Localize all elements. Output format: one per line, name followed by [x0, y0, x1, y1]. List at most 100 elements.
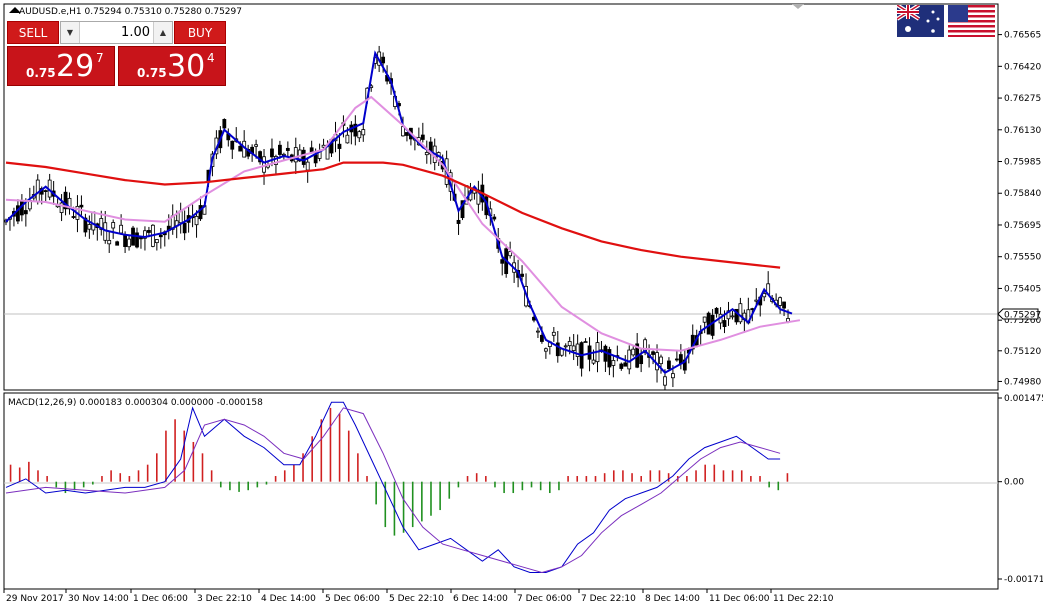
candle-body	[107, 239, 112, 245]
price-tick-label: 0.75260	[1004, 316, 1041, 326]
candle-body	[258, 151, 262, 163]
buy-price-prefix: 0.75	[137, 66, 167, 80]
candle-body	[575, 343, 580, 357]
candle-body	[508, 251, 513, 257]
candle-body	[651, 351, 655, 355]
time-tick-label: 11 Dec 06:00	[709, 594, 770, 604]
sell-price-button[interactable]: 0.75 29 7	[7, 46, 115, 86]
candle-body	[270, 148, 274, 158]
lot-increase-icon[interactable]: ▲	[153, 22, 172, 43]
lot-decrease-icon[interactable]: ▼	[61, 22, 80, 43]
candle-body	[135, 232, 139, 248]
candle-body	[353, 123, 358, 137]
candle-body	[99, 218, 104, 230]
ma-slow-line	[5, 161, 781, 269]
one-click-trading-panel: SELL ▼ 1.00 ▲ BUY 0.75 29 7 0.75 30 4	[7, 21, 226, 86]
candle-body	[730, 315, 735, 318]
candle-body	[591, 359, 596, 364]
price-tick-label: 0.75405	[1004, 284, 1041, 294]
candle-body	[115, 241, 120, 246]
candle-body	[571, 345, 576, 351]
candle-body	[543, 348, 548, 352]
price-tick-label: 0.75695	[1004, 221, 1041, 231]
candle-body	[500, 259, 505, 264]
australia-flag-icon	[897, 5, 944, 37]
candle-body	[540, 334, 544, 342]
macd-signal-line	[5, 407, 781, 574]
sell-price-prefix: 0.75	[26, 66, 56, 80]
lot-size-stepper[interactable]: ▼ 1.00 ▲	[60, 21, 173, 44]
buy-button[interactable]: BUY	[174, 21, 226, 44]
buy-price-fraction: 4	[207, 51, 215, 65]
time-tick-label: 30 Nov 14:00	[68, 594, 129, 604]
time-tick-label: 6 Dec 14:00	[453, 594, 508, 604]
candle-body	[361, 129, 366, 136]
candle-body	[456, 219, 461, 224]
candle-body	[734, 308, 739, 323]
time-tick-label: 8 Dec 14:00	[645, 594, 700, 604]
sell-price-pips: 29	[56, 49, 95, 84]
candle-body	[278, 144, 282, 155]
candle-body	[762, 293, 767, 298]
candle-body	[551, 331, 556, 336]
candle-body	[738, 303, 743, 323]
price-tick-label: 0.75840	[1004, 189, 1041, 199]
candle-body	[23, 210, 28, 215]
candle-body	[476, 189, 481, 205]
time-tick-label: 4 Dec 14:00	[261, 594, 316, 604]
candle-body	[301, 149, 306, 165]
buy-price-button[interactable]: 0.75 30 4	[118, 46, 226, 86]
shift-marker-icon[interactable]	[792, 4, 804, 9]
candle-body	[127, 238, 131, 248]
macd-tick-label: -0.001715	[1004, 575, 1043, 585]
price-tick-label: 0.76420	[1004, 62, 1041, 72]
price-tick-label: 0.76130	[1004, 126, 1041, 136]
candle-body	[337, 143, 342, 149]
candle-body	[182, 222, 187, 234]
candle-body	[611, 360, 616, 366]
lot-size-input[interactable]: 1.00	[121, 25, 150, 40]
candle-body	[555, 342, 560, 357]
macd-axis: 0.001475 0.00 -0.001715	[998, 394, 1043, 585]
candle-body	[43, 190, 48, 192]
candle-body	[111, 222, 116, 229]
candle-body	[313, 154, 318, 164]
candle-body	[158, 234, 163, 238]
time-tick-label: 3 Dec 22:10	[197, 594, 252, 604]
time-tick-label: 5 Dec 06:00	[325, 594, 380, 604]
candle-body	[643, 339, 648, 354]
time-axis: 29 Nov 2017 30 Nov 14:00 1 Dec 06:00 3 Dec …	[3, 589, 834, 604]
price-tick-label: 0.75985	[1004, 158, 1041, 168]
macd-frame	[3, 392, 999, 590]
buy-price-pips: 30	[167, 49, 206, 84]
price-tick-label: 0.75550	[1004, 253, 1041, 263]
candle-body	[87, 224, 92, 230]
symbol-header: AUDUSD.e,H1 0.75294 0.75310 0.75280 0.75…	[19, 7, 242, 17]
time-tick-label: 7 Dec 22:10	[581, 594, 636, 604]
candle-body	[357, 131, 362, 139]
macd-tick-label: 0.001475	[1004, 394, 1043, 404]
candle-body	[710, 314, 715, 336]
candle-body	[285, 147, 290, 151]
candle-body	[420, 134, 425, 140]
candle-body	[238, 145, 243, 152]
price-axis: 0.76565 0.76420 0.76275 0.76130 0.75985 0.758…	[998, 31, 1041, 387]
main-chart-frame	[3, 3, 999, 391]
sell-button[interactable]: SELL	[7, 21, 59, 44]
candle-body	[667, 360, 671, 370]
candle-body	[750, 308, 755, 311]
candle-body	[194, 215, 199, 226]
symbol-arrow-icon	[9, 7, 21, 13]
candle-body	[230, 140, 235, 150]
candle-body	[663, 376, 667, 386]
candle-body	[623, 362, 628, 367]
candle-body	[639, 355, 644, 365]
candle-body	[536, 330, 540, 333]
candle-body	[754, 299, 759, 302]
candle-body	[655, 352, 659, 371]
macd-tick-label: 0.00	[1004, 478, 1024, 488]
candle-body	[782, 301, 786, 309]
candle-body	[71, 216, 76, 218]
